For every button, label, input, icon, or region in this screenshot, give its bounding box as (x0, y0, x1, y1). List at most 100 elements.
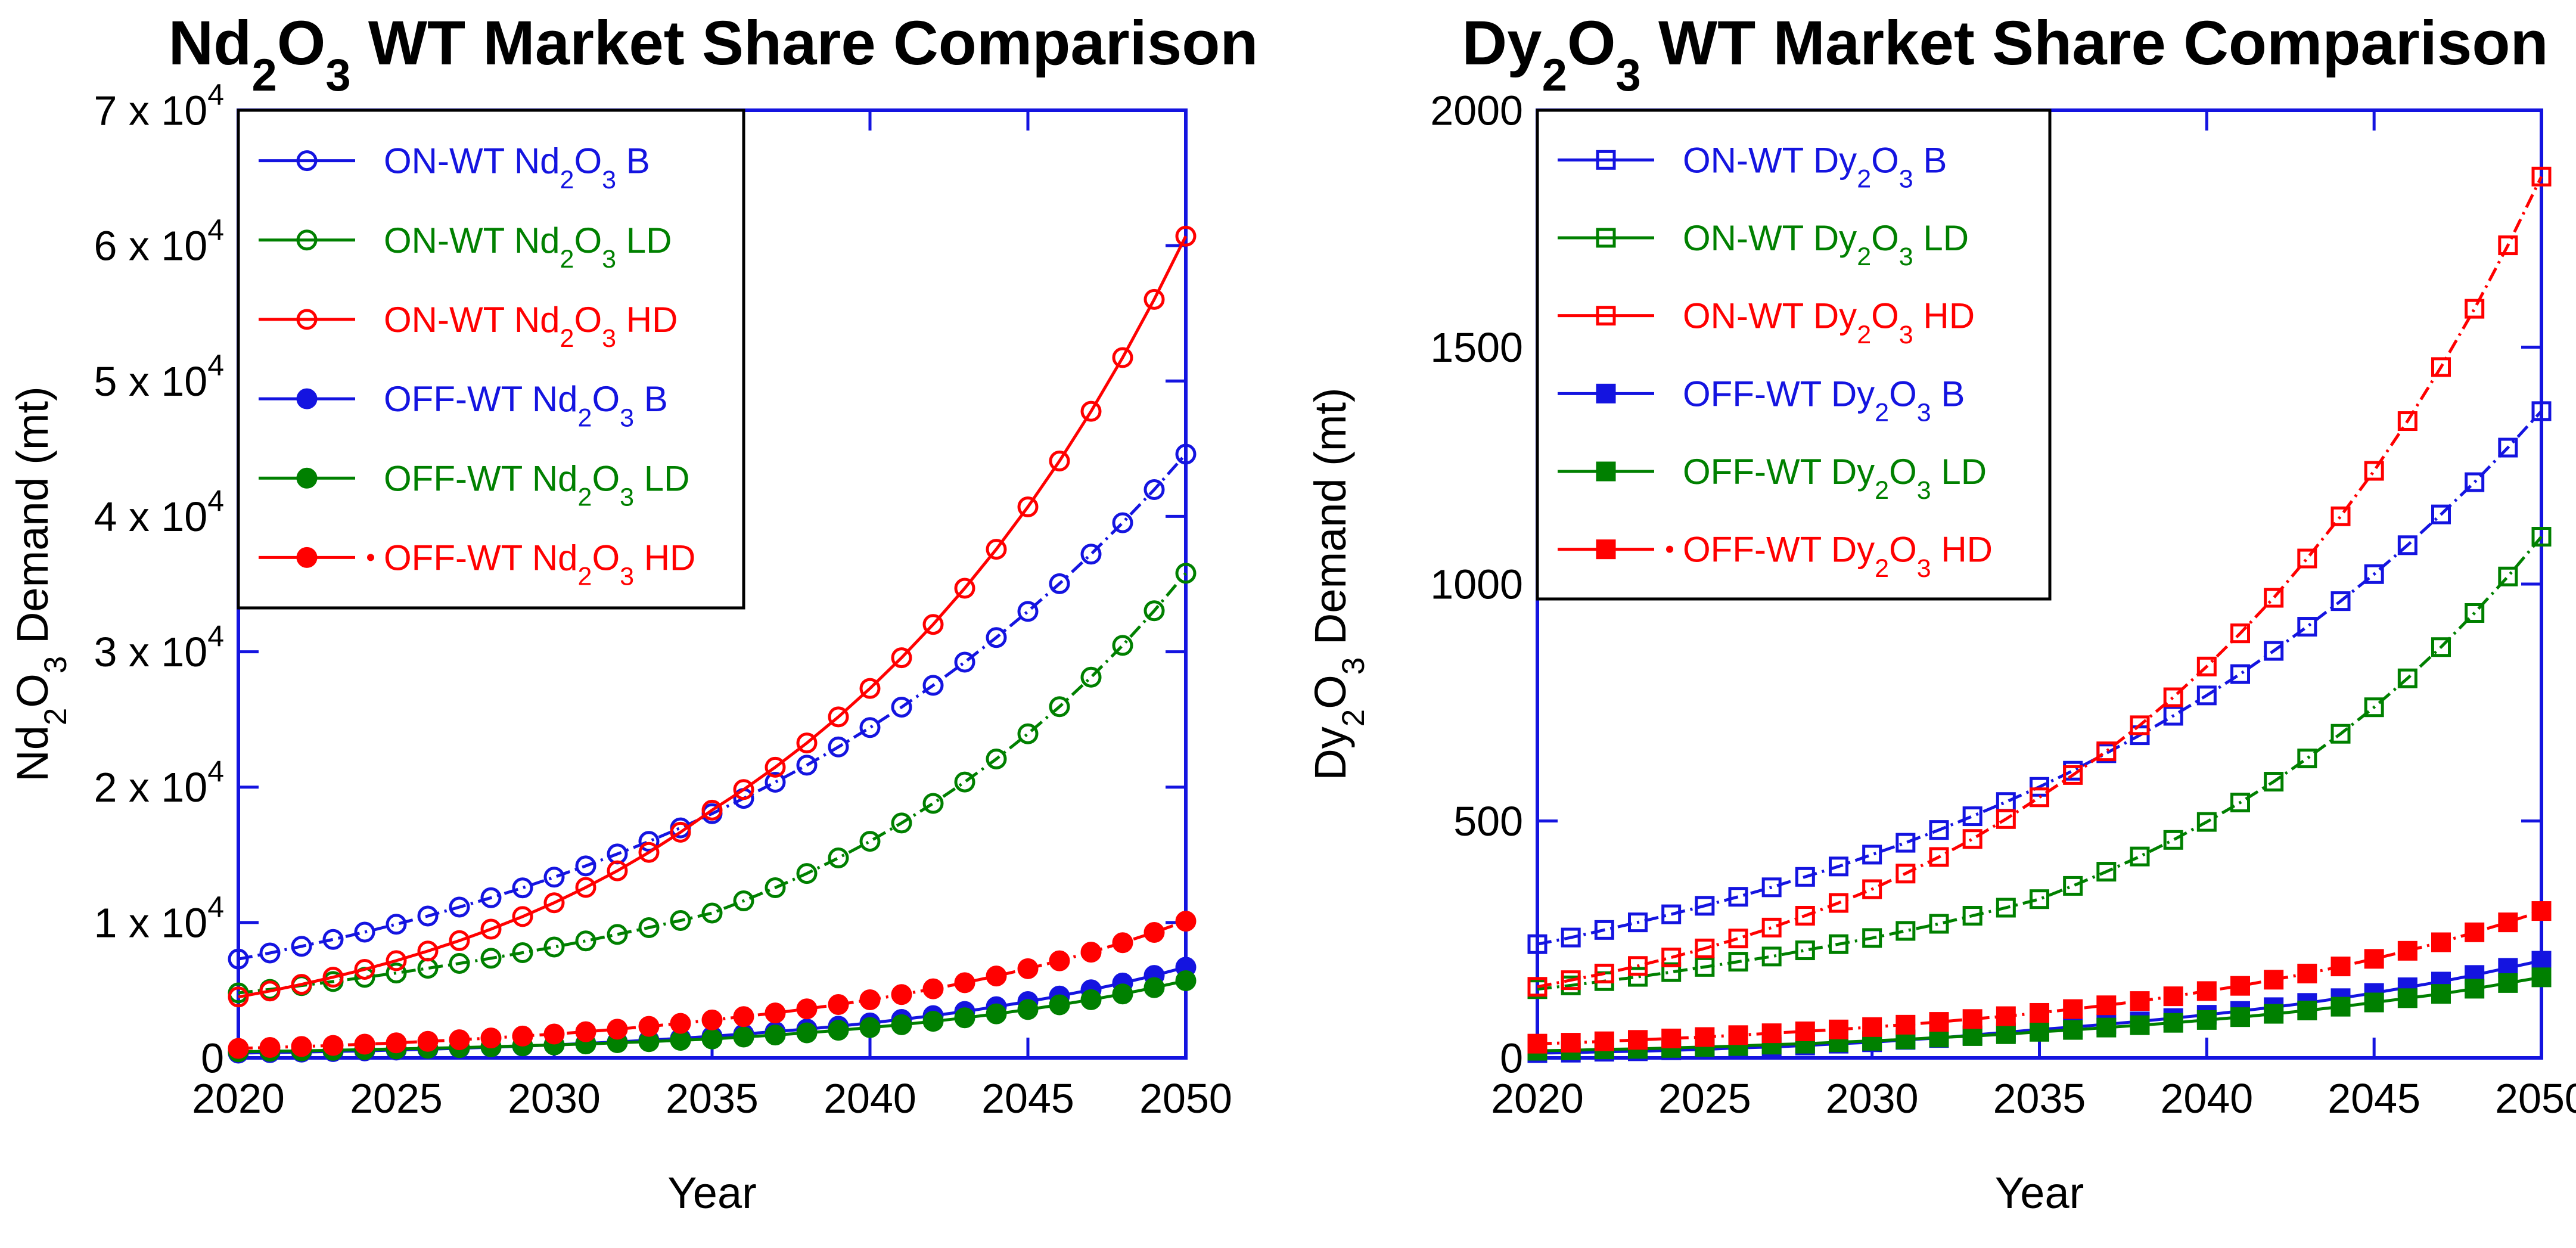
data-point (1661, 962, 1682, 982)
data-point (1661, 904, 1682, 924)
data-point (1049, 696, 1070, 718)
legend-marker (296, 467, 318, 489)
data-point (1561, 970, 1581, 991)
data-point (2196, 812, 2217, 832)
data-point (765, 756, 786, 778)
y-axis-label: Nd2O3 Demand (mt) (8, 386, 73, 781)
series-line (238, 453, 1187, 961)
x-tick-label-1: 2025 (1658, 1075, 1751, 1122)
legend-label: ON-WT Dy2O3 B (1683, 140, 1947, 193)
data-point (2531, 527, 2552, 547)
legend-label: ON-WT Dy2O3 LD (1683, 218, 1969, 271)
data-point (2498, 437, 2518, 458)
data-point (1628, 1030, 1648, 1050)
data-point (859, 678, 881, 699)
data-point (1862, 879, 1882, 899)
data-point (2498, 912, 2518, 933)
data-point (1728, 1025, 1748, 1045)
data-point (1996, 1006, 2016, 1026)
legend-item-2: ON-WT Dy2O3 HD (1558, 296, 1975, 349)
x-axis-label: Year (667, 1168, 757, 1218)
data-point (2397, 988, 2417, 1008)
legend-box (237, 108, 745, 610)
data-point (891, 1014, 912, 1035)
data-point (1112, 512, 1133, 533)
data-point (986, 1003, 1007, 1025)
data-point (2330, 724, 2351, 744)
data-point (2196, 685, 2217, 706)
data-point (1594, 1031, 1614, 1051)
x-tick-label-3: 2035 (1993, 1075, 2086, 1122)
data-point (1628, 956, 1648, 976)
data-point (2465, 979, 2485, 999)
data-point (2264, 1004, 2284, 1024)
data-point (796, 863, 818, 884)
y-tick-label-2: 1000 (1430, 561, 1523, 608)
data-point (701, 902, 723, 924)
data-point (1896, 864, 1916, 884)
data-point (954, 1007, 975, 1029)
data-point (733, 890, 754, 912)
data-point (2297, 617, 2317, 637)
legend-label: OFF-WT Dy2O3 B (1683, 374, 1965, 427)
data-point (2030, 1022, 2049, 1042)
data-point (765, 1002, 786, 1024)
data-point (701, 1009, 723, 1030)
series-line (1537, 535, 2543, 991)
data-point (2196, 1010, 2217, 1030)
data-point (638, 842, 660, 863)
data-point (228, 986, 249, 1008)
data-point (607, 860, 628, 881)
legend-item-0: ON-WT Nd2O3 B (259, 141, 650, 194)
data-point (670, 1013, 691, 1034)
data-point (480, 948, 502, 969)
data-point (322, 929, 344, 950)
data-point (1175, 225, 1197, 247)
y-tick-label-0: 0 (1500, 1035, 1523, 1082)
legend-marker (296, 229, 318, 251)
data-point (1695, 938, 1715, 958)
data-point (417, 1030, 439, 1052)
data-point (2364, 461, 2384, 481)
data-point (1594, 920, 1614, 940)
data-point (480, 887, 502, 908)
legend-marker (1596, 306, 1616, 326)
data-point (1728, 887, 1748, 907)
y-tick-label-3: 1500 (1430, 324, 1523, 371)
data-point (765, 772, 786, 793)
data-point (954, 972, 975, 994)
series-2 (1527, 166, 2552, 997)
data-point (1049, 994, 1070, 1016)
data-point (2465, 603, 2485, 623)
legend-label: ON-WT Nd2O3 B (384, 141, 650, 194)
x-tick-label-6: 2050 (1139, 1075, 1232, 1122)
data-point (2465, 472, 2485, 492)
legend: ON-WT Dy2O3 B ON-WT Dy2O3 LD ON-WT Dy2O3 H… (1536, 108, 2052, 601)
data-point (1017, 601, 1039, 622)
data-point (1049, 573, 1070, 594)
data-point (512, 1025, 533, 1047)
legend-item-3: OFF-WT Nd2O3 B (259, 379, 668, 432)
data-point (322, 967, 344, 988)
data-point (1795, 906, 1815, 926)
data-point (291, 936, 312, 957)
data-point (386, 914, 407, 935)
data-point (2397, 668, 2417, 688)
data-point (2531, 901, 2552, 921)
legend-item-3: OFF-WT Dy2O3 B (1558, 374, 1965, 427)
data-point (828, 994, 849, 1016)
data-point (1829, 856, 1848, 877)
data-point (765, 877, 786, 898)
x-tick-label-5: 2045 (2328, 1075, 2420, 1122)
data-point (2364, 949, 2384, 969)
data-point (986, 539, 1007, 560)
data-point (1896, 833, 1916, 853)
data-point (2397, 535, 2417, 555)
data-point (2163, 986, 2183, 1007)
x-tick-label-4: 2040 (824, 1075, 916, 1122)
data-point (2431, 637, 2451, 657)
legend-label: OFF-WT Nd2O3 LD (384, 458, 689, 511)
data-point (607, 924, 628, 945)
y-tick-label-0: 0 (201, 1035, 224, 1082)
